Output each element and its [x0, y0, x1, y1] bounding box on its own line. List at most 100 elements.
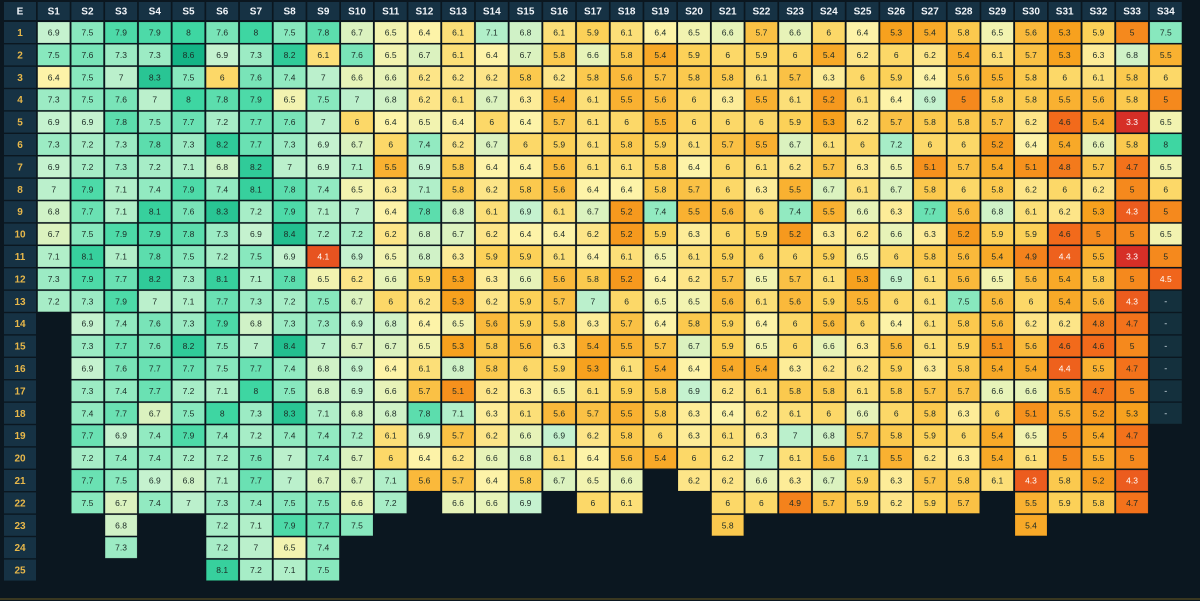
- column-header-cell: [307, 2, 340, 20]
- heatmap-cell: [677, 88, 711, 111]
- cell-value: 7: [321, 117, 326, 127]
- cell-value: 5.8: [1059, 476, 1071, 486]
- cell-value: 6.8: [115, 520, 127, 530]
- heatmap-cell: [576, 133, 610, 156]
- heatmap-cell: [374, 492, 408, 514]
- heatmap-cell: [576, 178, 610, 201]
- cell-value: 6.2: [452, 453, 464, 463]
- cell-value: 5: [1130, 184, 1135, 194]
- cell-value: 7.3: [115, 543, 127, 553]
- heatmap-cell: [475, 200, 509, 223]
- cell-value: 5.8: [924, 184, 936, 194]
- cell-value: 7.2: [216, 453, 228, 463]
- heatmap-cell: [374, 447, 408, 469]
- cell-value: 6.7: [486, 95, 498, 105]
- cell-value: 6.2: [924, 453, 936, 463]
- heatmap-cell: [745, 357, 778, 380]
- heatmap-cell: [643, 245, 677, 268]
- column-header-label: S15: [517, 7, 535, 18]
- heatmap-cell: [475, 111, 509, 133]
- heatmap-cell: [610, 111, 643, 133]
- cell-value: 7: [287, 162, 292, 172]
- cell-value: 5.8: [924, 252, 936, 262]
- row-label: 12: [14, 274, 26, 285]
- cell-value: 7.9: [183, 184, 195, 194]
- cell-value: -: [1164, 408, 1167, 418]
- cell-value: 6.7: [486, 140, 498, 150]
- heatmap-cell: [542, 447, 576, 469]
- heatmap-cell: [441, 245, 475, 268]
- heatmap-cell: [1115, 357, 1149, 380]
- cell-value: 4.9: [789, 498, 801, 508]
- cell-value: 6.9: [48, 117, 60, 127]
- cell-value: 6.8: [1126, 50, 1138, 60]
- cell-value: 7: [355, 95, 360, 105]
- cell-value: 5.9: [890, 72, 902, 82]
- cell-value: 5.5: [1059, 386, 1071, 396]
- cell-value: 6.2: [486, 184, 498, 194]
- heatmap-cell: [1014, 133, 1048, 156]
- cell-value: 5.5: [857, 296, 869, 306]
- cell-value: 7.9: [81, 274, 93, 284]
- cell-value: 6.1: [452, 28, 464, 38]
- heatmap-cell: [239, 447, 273, 469]
- cell-value: 7.5: [81, 229, 93, 239]
- cell-value: 6: [624, 117, 629, 127]
- heatmap-cell: [846, 133, 879, 156]
- heatmap-cell: [879, 380, 913, 402]
- cell-value: 6: [692, 453, 697, 463]
- cell-value: 6.1: [789, 453, 801, 463]
- heatmap-cell: [172, 402, 205, 425]
- cell-value: 5.7: [587, 408, 599, 418]
- heatmap-cell: [273, 44, 306, 66]
- cell-value: 7.7: [250, 364, 262, 374]
- heatmap-cell: [947, 88, 980, 111]
- heatmap-cell: [441, 156, 475, 178]
- cell-value: 6.2: [1025, 117, 1037, 127]
- cell-value: 5.7: [1025, 50, 1037, 60]
- column-header-label: S20: [685, 7, 703, 18]
- cell-value: 6.4: [857, 28, 869, 38]
- cell-value: 7.5: [183, 408, 195, 418]
- heatmap-cell: [677, 178, 711, 201]
- cell-value: 6.2: [688, 274, 700, 284]
- heatmap-cell: [677, 357, 711, 380]
- cell-value: 6.1: [1092, 72, 1104, 82]
- heatmap-cell: [441, 88, 475, 111]
- cell-value: 5.2: [621, 207, 633, 217]
- heatmap-cell: [340, 424, 374, 447]
- heatmap-cell: [1048, 21, 1081, 44]
- cell-value: 4.7: [1126, 431, 1138, 441]
- heatmap-cell: [1082, 111, 1115, 133]
- cell-value: 6: [995, 408, 1000, 418]
- cell-value: 6.6: [1025, 386, 1037, 396]
- cell-value: 6.9: [418, 431, 430, 441]
- heatmap-cell: [172, 469, 205, 492]
- column-header-cell: [172, 2, 205, 20]
- cell-value: 5.8: [1025, 72, 1037, 82]
- cell-value: 7: [287, 476, 292, 486]
- heatmap-cell: [509, 178, 542, 201]
- heatmap-cell: [306, 200, 340, 223]
- heatmap-cell: [441, 268, 475, 290]
- heatmap-cell: [408, 380, 441, 402]
- cell-value: 5.4: [991, 431, 1003, 441]
- heatmap-cell: [542, 133, 576, 156]
- heatmap-cell: [1014, 492, 1048, 514]
- heatmap-cell: [610, 245, 643, 268]
- heatmap-cell: [711, 88, 745, 111]
- row-label-cell: [4, 268, 36, 290]
- cell-value: 6.1: [587, 386, 599, 396]
- cell-value: 7.4: [115, 386, 127, 396]
- cell-value: 6.5: [755, 341, 767, 351]
- heatmap-cell: [846, 200, 879, 223]
- heatmap-cell: [340, 402, 374, 425]
- cell-value: 6.7: [351, 28, 363, 38]
- cell-value: 7.4: [250, 498, 262, 508]
- cell-value: 6.3: [958, 453, 970, 463]
- cell-value: 6.4: [520, 162, 532, 172]
- heatmap-cell: [340, 245, 374, 268]
- cell-value: 6: [624, 296, 629, 306]
- heatmap-cell: [205, 402, 239, 425]
- column-header-cell: [880, 2, 913, 20]
